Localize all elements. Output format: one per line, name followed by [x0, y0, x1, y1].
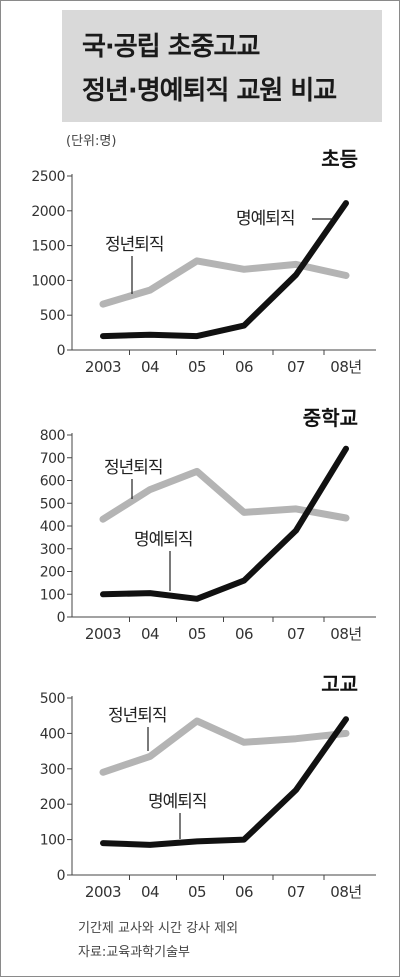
y-tick-label: 300 — [40, 762, 65, 778]
y-tick-label: 0 — [57, 868, 65, 884]
chart-title: 초등 — [321, 147, 358, 171]
y-tick-label: 100 — [40, 833, 65, 849]
x-tick-label: 08년 — [330, 883, 361, 901]
y-tick-label: 2000 — [31, 204, 65, 220]
y-tick-label: 0 — [57, 610, 65, 626]
y-tick-label: 400 — [40, 726, 65, 742]
series-label: 명예퇴직 — [148, 792, 207, 812]
x-tick-label: 2003 — [85, 625, 121, 643]
x-tick-label: 05 — [188, 883, 206, 901]
y-tick-label: 300 — [40, 542, 65, 558]
x-tick-label: 04 — [141, 883, 159, 901]
y-tick-label: 200 — [40, 797, 65, 813]
series-label: 정년퇴직 — [105, 235, 164, 255]
x-tick-label: 2003 — [85, 358, 121, 376]
y-tick-label: 700 — [40, 451, 65, 467]
title-line-2: 정년·명예퇴직 교원 비교 — [82, 76, 337, 106]
y-tick-label: 2500 — [31, 169, 65, 185]
series-label: 명예퇴직 — [134, 530, 193, 550]
y-tick-label: 500 — [40, 496, 65, 512]
x-tick-label: 06 — [235, 625, 253, 643]
chart-middle-school: 0 100 200 300 400 500 600 700 800 2003 04 05 06 07 08년… — [40, 406, 376, 643]
series-line-retirement — [99, 467, 350, 523]
unit-label: (단위:명) — [66, 134, 117, 149]
y-tick-label: 600 — [40, 474, 65, 490]
series-label: 정년퇴직 — [108, 706, 167, 726]
chart-high-school: 0 100 200 300 400 500 2003 04 05 06 07 08년 고교정년퇴직명예퇴… — [40, 672, 376, 901]
series-line-honorary — [100, 445, 349, 602]
title-line-1: 국·공립 초중고교 — [82, 32, 260, 62]
series-line-retirement — [99, 257, 350, 308]
title-banner: 국·공립 초중고교 정년·명예퇴직 교원 비교 — [62, 10, 382, 122]
y-tick-label: 500 — [40, 308, 65, 324]
series-line-retirement — [99, 717, 350, 776]
x-tick-label: 05 — [188, 358, 206, 376]
x-tick-label: 04 — [141, 625, 159, 643]
y-tick-label: 1500 — [31, 239, 65, 255]
series-label: 정년퇴직 — [104, 458, 163, 478]
series-line-honorary — [100, 200, 349, 340]
x-tick-label: 06 — [235, 358, 253, 376]
y-tick-label: 200 — [40, 565, 65, 581]
series-label: 명예퇴직 — [236, 209, 295, 229]
chart-title: 고교 — [321, 672, 358, 696]
y-tick-label: 0 — [57, 343, 65, 359]
x-tick-label: 05 — [188, 625, 206, 643]
y-tick-label: 100 — [40, 587, 65, 603]
y-tick-label: 400 — [40, 519, 65, 535]
x-tick-label: 07 — [287, 883, 305, 901]
x-tick-label: 04 — [141, 358, 159, 376]
footnote: 기간제 교사와 시간 강사 제외 — [78, 921, 239, 936]
source-note: 자료:교육과학기술부 — [78, 945, 191, 960]
x-tick-label: 07 — [287, 358, 305, 376]
x-tick-label: 06 — [235, 883, 253, 901]
x-tick-label: 08년 — [330, 625, 361, 643]
x-tick-label: 07 — [287, 625, 305, 643]
y-tick-label: 1000 — [31, 273, 65, 289]
chart-elementary: 0 500 1000 1500 2000 2500 2003 04 05 06 07 08년 초등정년퇴… — [31, 147, 376, 376]
chart-title: 중학교 — [303, 406, 358, 430]
y-tick-label: 500 — [40, 691, 65, 707]
series-line-honorary — [100, 716, 349, 848]
x-tick-label: 08년 — [330, 358, 361, 376]
x-tick-label: 2003 — [85, 883, 121, 901]
y-tick-label: 800 — [40, 428, 65, 444]
